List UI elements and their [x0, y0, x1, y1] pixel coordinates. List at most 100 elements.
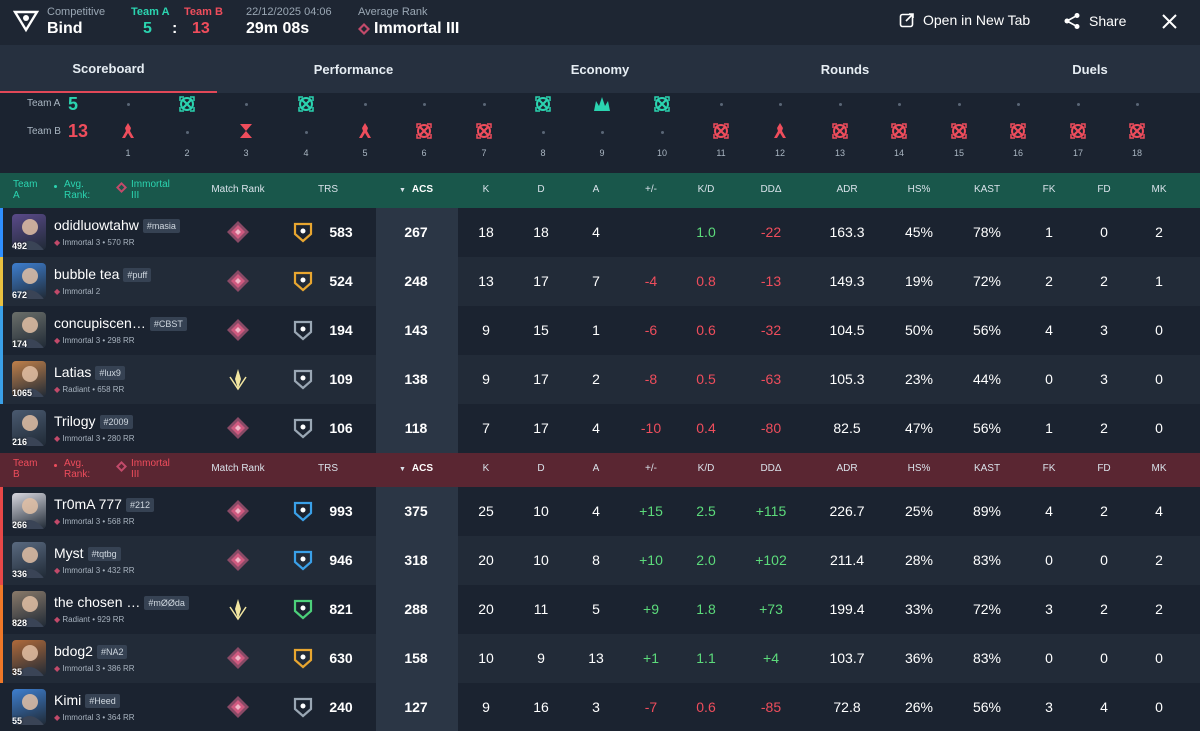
player-row[interactable]: 492 odidluowtahw #masia ◆ Immortal 3 • 57… — [0, 208, 1200, 257]
col-header-fd[interactable]: FD — [1097, 463, 1111, 474]
match-rank-icon[interactable] — [226, 367, 250, 391]
col-header-acs[interactable]: ▼ ACS — [376, 463, 456, 474]
share-button[interactable]: Share — [1063, 12, 1126, 30]
round-17-elimination-icon[interactable] — [1069, 122, 1087, 140]
round-18-elimination-icon[interactable] — [1128, 122, 1146, 140]
col-header-hs[interactable]: HS% — [907, 184, 931, 195]
player-row[interactable]: 828 the chosen … #mØØda ◆ Radiant • 929 R… — [0, 585, 1200, 634]
round-12-defuse-or-detonate-icon[interactable] — [771, 122, 789, 140]
player-row[interactable]: 672 bubble tea #puff ◆ Immortal 2 524 248… — [0, 257, 1200, 306]
match-rank-icon[interactable] — [226, 695, 250, 719]
col-header-fk[interactable]: FK — [1042, 463, 1056, 474]
match-rank-icon[interactable] — [226, 269, 250, 293]
player-name[interactable]: bdog2 #NA2 — [54, 643, 128, 660]
col-header-acs[interactable]: ▼ ACS — [376, 184, 456, 195]
col-header-k[interactable]: K — [482, 184, 490, 195]
col-header-match-rank[interactable]: Match Rank — [211, 463, 265, 474]
agent-avatar[interactable]: 828 — [12, 591, 46, 627]
col-header-trs[interactable]: TRS — [318, 184, 338, 195]
agent-avatar[interactable]: 55 — [12, 689, 46, 725]
agent-avatar[interactable]: 174 — [12, 312, 46, 348]
round-6-elimination-icon[interactable] — [415, 122, 433, 140]
col-header-mk[interactable]: MK — [1151, 463, 1167, 474]
player-row[interactable]: 216 Trilogy #2009 ◆ Immortal 3 • 280 RR 1… — [0, 404, 1200, 453]
match-rank-icon[interactable] — [226, 220, 250, 244]
col-header-plus-minus[interactable]: +/- — [645, 463, 657, 474]
col-header-d[interactable]: D — [537, 184, 545, 195]
match-rank-icon[interactable] — [226, 416, 250, 440]
col-header-dd-delta[interactable]: DDΔ — [760, 184, 782, 195]
tab-scoreboard[interactable]: Scoreboard — [0, 45, 217, 93]
round-11-elimination-icon[interactable] — [712, 122, 730, 140]
player-name[interactable]: Tr0mA 777 #212 — [54, 496, 154, 513]
player-row[interactable]: 336 Myst #tqtbg ◆ Immortal 3 • 432 RR 946… — [0, 536, 1200, 585]
player-name[interactable]: Trilogy #2009 — [54, 413, 133, 430]
col-header-match-rank[interactable]: Match Rank — [211, 184, 265, 195]
player-name[interactable]: odidluowtahw #masia — [54, 217, 180, 234]
tab-economy[interactable]: Economy — [570, 61, 630, 77]
close-icon[interactable] — [1162, 14, 1177, 29]
player-name[interactable]: Myst #tqtbg — [54, 545, 121, 562]
round-15-elimination-icon[interactable] — [950, 122, 968, 140]
col-header-plus-minus[interactable]: +/- — [645, 184, 657, 195]
match-rank-icon[interactable] — [226, 597, 250, 621]
round-1-defuse-or-detonate-icon[interactable] — [119, 122, 137, 140]
player-row[interactable]: 174 concupiscen… #CBST ◆ Immortal 3 • 298… — [0, 306, 1200, 355]
small-rank-icon: ◆ — [54, 385, 61, 394]
player-name[interactable]: the chosen … #mØØda — [54, 594, 189, 611]
match-rank-icon[interactable] — [226, 646, 250, 670]
player-name[interactable]: Latias #lux9 — [54, 364, 125, 381]
col-header-k[interactable]: K — [482, 463, 490, 474]
player-row[interactable]: 266 Tr0mA 777 #212 ◆ Immortal 3 • 568 RR … — [0, 487, 1200, 536]
col-header-fd[interactable]: FD — [1097, 184, 1111, 195]
tab-rounds[interactable]: Rounds — [820, 61, 870, 77]
col-header-a[interactable]: A — [592, 184, 600, 195]
col-header-trs[interactable]: TRS — [318, 463, 338, 474]
col-header-kast[interactable]: KAST — [973, 463, 1001, 474]
col-header-fk[interactable]: FK — [1042, 184, 1056, 195]
round-3-time-icon[interactable] — [237, 122, 255, 140]
match-rank-icon[interactable] — [226, 499, 250, 523]
acs-value: 318 — [404, 552, 428, 568]
col-header-adr[interactable]: ADR — [836, 184, 858, 195]
round-8-elimination-icon[interactable] — [534, 95, 552, 113]
col-header-d[interactable]: D — [537, 463, 545, 474]
col-header-kd[interactable]: K/D — [697, 184, 715, 195]
tab-performance[interactable]: Performance — [313, 61, 394, 77]
round-16-elimination-icon[interactable] — [1009, 122, 1027, 140]
player-row[interactable]: 55 Kimi #Heed ◆ Immortal 3 • 364 RR 240 1… — [0, 683, 1200, 731]
open-new-tab-button[interactable]: Open in New Tab — [899, 12, 1030, 28]
match-rank-icon[interactable] — [226, 318, 250, 342]
round-10-elimination-icon[interactable] — [653, 95, 671, 113]
match-rank-icon[interactable] — [226, 548, 250, 572]
agent-avatar[interactable]: 35 — [12, 640, 46, 676]
round-2-elimination-icon[interactable] — [178, 95, 196, 113]
tracker-logo-icon[interactable] — [13, 9, 39, 33]
col-header-mk[interactable]: MK — [1151, 184, 1167, 195]
round-7-elimination-icon[interactable] — [475, 122, 493, 140]
player-row[interactable]: 1065 Latias #lux9 ◆ Radiant • 658 RR 109 … — [0, 355, 1200, 404]
col-header-hs[interactable]: HS% — [907, 463, 931, 474]
agent-avatar[interactable]: 336 — [12, 542, 46, 578]
agent-avatar[interactable]: 216 — [12, 410, 46, 446]
agent-avatar[interactable]: 492 — [12, 214, 46, 250]
agent-avatar[interactable]: 672 — [12, 263, 46, 299]
round-14-elimination-icon[interactable] — [890, 122, 908, 140]
player-row[interactable]: 35 bdog2 #NA2 ◆ Immortal 3 • 386 RR 630 1… — [0, 634, 1200, 683]
col-header-kast[interactable]: KAST — [973, 184, 1001, 195]
round-13-elimination-icon[interactable] — [831, 122, 849, 140]
round-4-elimination-icon[interactable] — [297, 95, 315, 113]
adr-value: 104.5 — [829, 322, 865, 338]
round-9-spike-icon[interactable] — [593, 95, 611, 113]
col-header-adr[interactable]: ADR — [836, 463, 858, 474]
agent-avatar[interactable]: 1065 — [12, 361, 46, 397]
col-header-dd-delta[interactable]: DDΔ — [760, 463, 782, 474]
round-5-defuse-or-detonate-icon[interactable] — [356, 122, 374, 140]
col-header-a[interactable]: A — [592, 463, 600, 474]
tab-duels[interactable]: Duels — [1072, 61, 1108, 77]
player-name[interactable]: bubble tea #puff — [54, 266, 152, 283]
player-name[interactable]: Kimi #Heed — [54, 692, 120, 709]
agent-avatar[interactable]: 266 — [12, 493, 46, 529]
player-name[interactable]: concupiscen… #CBST — [54, 315, 187, 332]
col-header-kd[interactable]: K/D — [697, 463, 715, 474]
